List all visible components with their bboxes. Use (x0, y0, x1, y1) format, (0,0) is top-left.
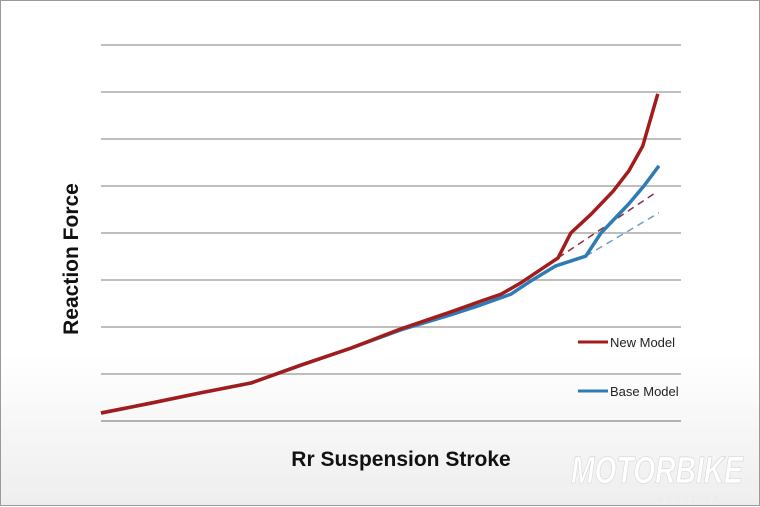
x-axis-label: Rr Suspension Stroke (291, 448, 510, 471)
watermark-sub: MAGAZINE (658, 497, 721, 503)
watermark-logo: MOTORBIKE MAGAZINE (571, 450, 745, 503)
legend-label-new-model: New Model (610, 335, 675, 350)
series-line-base-model (100, 164, 661, 415)
y-axis-label: Reaction Force (60, 183, 83, 335)
legend-label-base-model: Base Model (610, 384, 679, 399)
legend: New Model Base Model (578, 335, 679, 399)
series-line-new-model (100, 93, 660, 415)
watermark-brand: MOTORBIKE (571, 450, 744, 492)
trend-line-base-model (585, 212, 660, 257)
